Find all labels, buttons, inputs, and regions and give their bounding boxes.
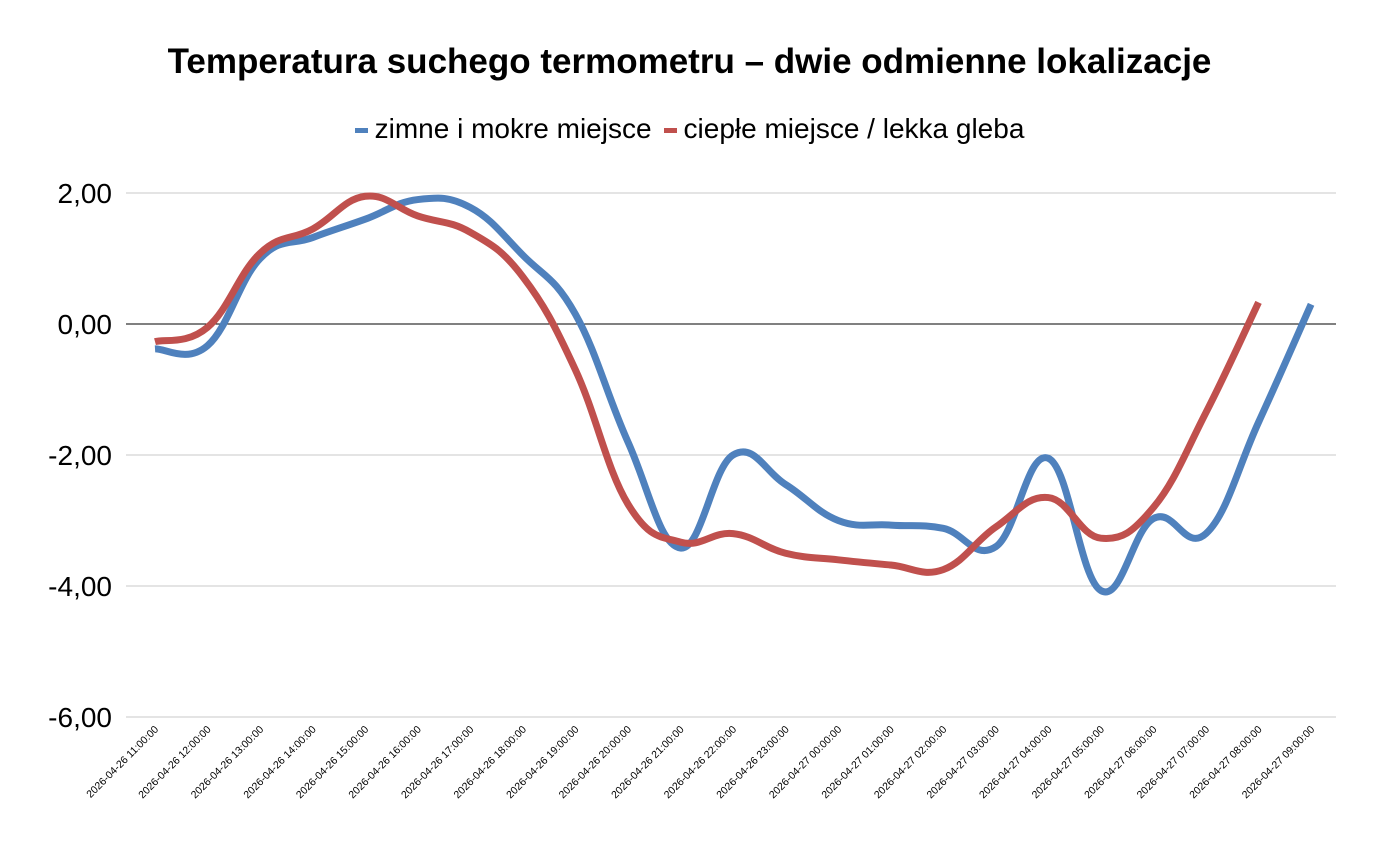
legend: zimne i mokre miejsce ciepłe miejsce / l… [0, 113, 1379, 145]
y-tick-label: 2,00 [58, 178, 113, 209]
series-lines [154, 192, 1315, 596]
y-tick-label: -6,00 [48, 702, 112, 733]
legend-label-series-1: zimne i mokre miejsce [374, 113, 652, 144]
y-tick-label: -4,00 [48, 571, 112, 602]
legend-swatch-series-2 [663, 127, 677, 133]
legend-swatch-series-1 [354, 127, 368, 133]
chart-title: Temperatura suchego termometru – dwie od… [167, 42, 1212, 81]
legend-entry-series-2[interactable]: ciepłe miejsce / lekka gleba [663, 113, 1025, 145]
legend-entry-series-1[interactable]: zimne i mokre miejsce [354, 113, 652, 145]
y-axis-tick-labels: 2,00 0,00 -2,00 -4,00 -6,00 [48, 178, 112, 733]
series-line-2 [154, 192, 1262, 576]
series-line-1 [154, 194, 1315, 596]
y-tick-label: -2,00 [48, 440, 112, 471]
grid-lines [126, 192, 1336, 718]
y-tick-label: 0,00 [58, 309, 113, 340]
legend-label-series-2: ciepłe miejsce / lekka gleba [683, 113, 1025, 144]
